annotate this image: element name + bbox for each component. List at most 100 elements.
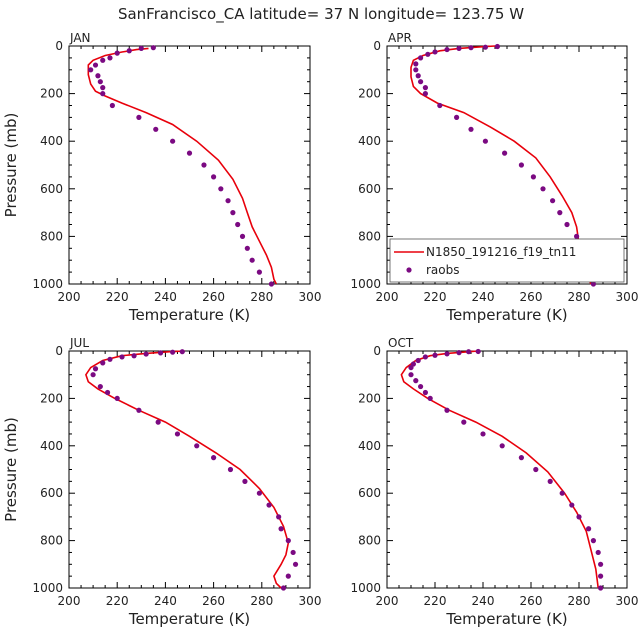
panel-jul: JUL 200 220 240 260 280 300 0 200 400 600 800 1000 Te… xyxy=(2,336,321,628)
x-axis-label: Temperature (K) xyxy=(445,306,567,324)
y-tick-label: 600 xyxy=(358,486,381,500)
x-tick-label: 260 xyxy=(202,290,225,304)
y-tick-label: 200 xyxy=(40,87,63,101)
y-axis-label: Pressure (mb) xyxy=(2,113,20,218)
raobs-point xyxy=(276,514,282,520)
y-tick-label: 200 xyxy=(40,391,63,405)
raobs-point xyxy=(499,443,505,449)
raobs-point xyxy=(266,502,272,508)
x-tick-label: 200 xyxy=(58,290,81,304)
raobs-point xyxy=(179,349,185,355)
raobs-point xyxy=(138,45,144,51)
raobs-point xyxy=(97,383,103,390)
x-tick-label: 220 xyxy=(106,290,129,304)
raobs-point xyxy=(418,55,424,61)
raobs-point xyxy=(194,443,200,449)
raobs-point xyxy=(413,61,419,67)
raobs-point xyxy=(109,102,115,109)
raobs-point xyxy=(119,354,125,360)
x-tick-label: 280 xyxy=(250,290,273,304)
raobs-point xyxy=(280,585,287,591)
raobs-point xyxy=(456,350,462,356)
raobs-point xyxy=(540,186,546,192)
raobs-point xyxy=(415,73,421,79)
raobs-point xyxy=(107,356,113,362)
y-tick-label: 400 xyxy=(40,439,63,453)
raobs-point xyxy=(425,51,431,57)
raobs-point xyxy=(461,419,467,425)
x-tick-label: 300 xyxy=(299,290,322,304)
raobs-point xyxy=(422,389,428,396)
raobs-point xyxy=(92,62,99,68)
x-tick-label: 220 xyxy=(424,594,447,608)
raobs-point xyxy=(454,114,460,120)
y-tick-label: 800 xyxy=(358,534,381,548)
x-tick-label: 260 xyxy=(520,594,543,608)
raobs-point xyxy=(547,478,553,484)
raobs-point xyxy=(256,269,262,275)
raobs-point xyxy=(444,407,450,413)
raobs-point xyxy=(502,150,508,156)
raobs-point xyxy=(107,55,113,61)
raobs-point xyxy=(418,383,424,390)
raobs-point xyxy=(90,372,96,378)
model-line-jan xyxy=(87,47,278,285)
raobs-point xyxy=(482,44,488,50)
panel-apr: APR 200 220 240 260 280 300 0 200 400 600 800 1000 Te… xyxy=(350,31,638,324)
y-tick-label: 200 xyxy=(358,391,381,405)
panel-jan: JAN 200 220 240 260 280 300 0 200 400 600 800 1000 Te… xyxy=(2,31,321,324)
raobs-point xyxy=(518,162,525,168)
x-tick-label: 200 xyxy=(376,594,399,608)
x-tick-label: 220 xyxy=(106,594,129,608)
y-tick-label: 1000 xyxy=(350,581,381,595)
raobs-point xyxy=(444,46,450,53)
raobs-point xyxy=(590,538,597,544)
raobs-point xyxy=(186,150,193,156)
raobs-point xyxy=(468,126,474,132)
raobs-point xyxy=(533,466,539,473)
raobs-point xyxy=(418,79,424,85)
raobs-point xyxy=(218,186,224,192)
y-tick-label: 0 xyxy=(55,39,63,53)
raobs-point xyxy=(211,174,217,180)
model-line-jul xyxy=(85,350,290,589)
raobs-point xyxy=(550,198,556,204)
raobs-point xyxy=(235,221,241,228)
raobs-point xyxy=(422,354,428,360)
raobs-point xyxy=(408,364,414,371)
raobs-point xyxy=(285,538,291,544)
y-tick-label: 800 xyxy=(40,534,63,548)
x-axis-label: Temperature (K) xyxy=(128,306,250,324)
x-tick-label: 240 xyxy=(154,290,177,304)
x-tick-label: 280 xyxy=(250,594,273,608)
month-label-jan: JAN xyxy=(69,31,91,45)
raobs-point xyxy=(97,79,103,85)
raobs-point xyxy=(559,490,565,496)
y-tick-label: 0 xyxy=(373,39,381,53)
raobs-point xyxy=(242,478,248,484)
raobs-point xyxy=(466,349,472,355)
plot-frame xyxy=(68,350,311,589)
raobs-point xyxy=(225,198,231,204)
x-tick-label: 300 xyxy=(299,594,322,608)
raobs-point xyxy=(518,455,525,461)
raobs-point xyxy=(530,174,537,180)
raobs-point xyxy=(432,352,438,358)
y-tick-label: 1000 xyxy=(350,277,381,291)
x-tick-label: 200 xyxy=(58,594,81,608)
raobs-point xyxy=(155,419,161,425)
raobs-point xyxy=(100,91,106,97)
y-tick-label: 600 xyxy=(358,182,381,196)
raobs-point xyxy=(95,73,101,79)
model-line-oct xyxy=(400,350,599,589)
raobs-point xyxy=(136,407,142,413)
raobs-point xyxy=(170,349,176,355)
raobs-point xyxy=(590,281,597,287)
raobs-point xyxy=(278,526,284,532)
raobs-point xyxy=(598,561,604,567)
raobs-point xyxy=(564,221,570,228)
plot-frame xyxy=(68,45,311,285)
raobs-point xyxy=(170,138,176,144)
